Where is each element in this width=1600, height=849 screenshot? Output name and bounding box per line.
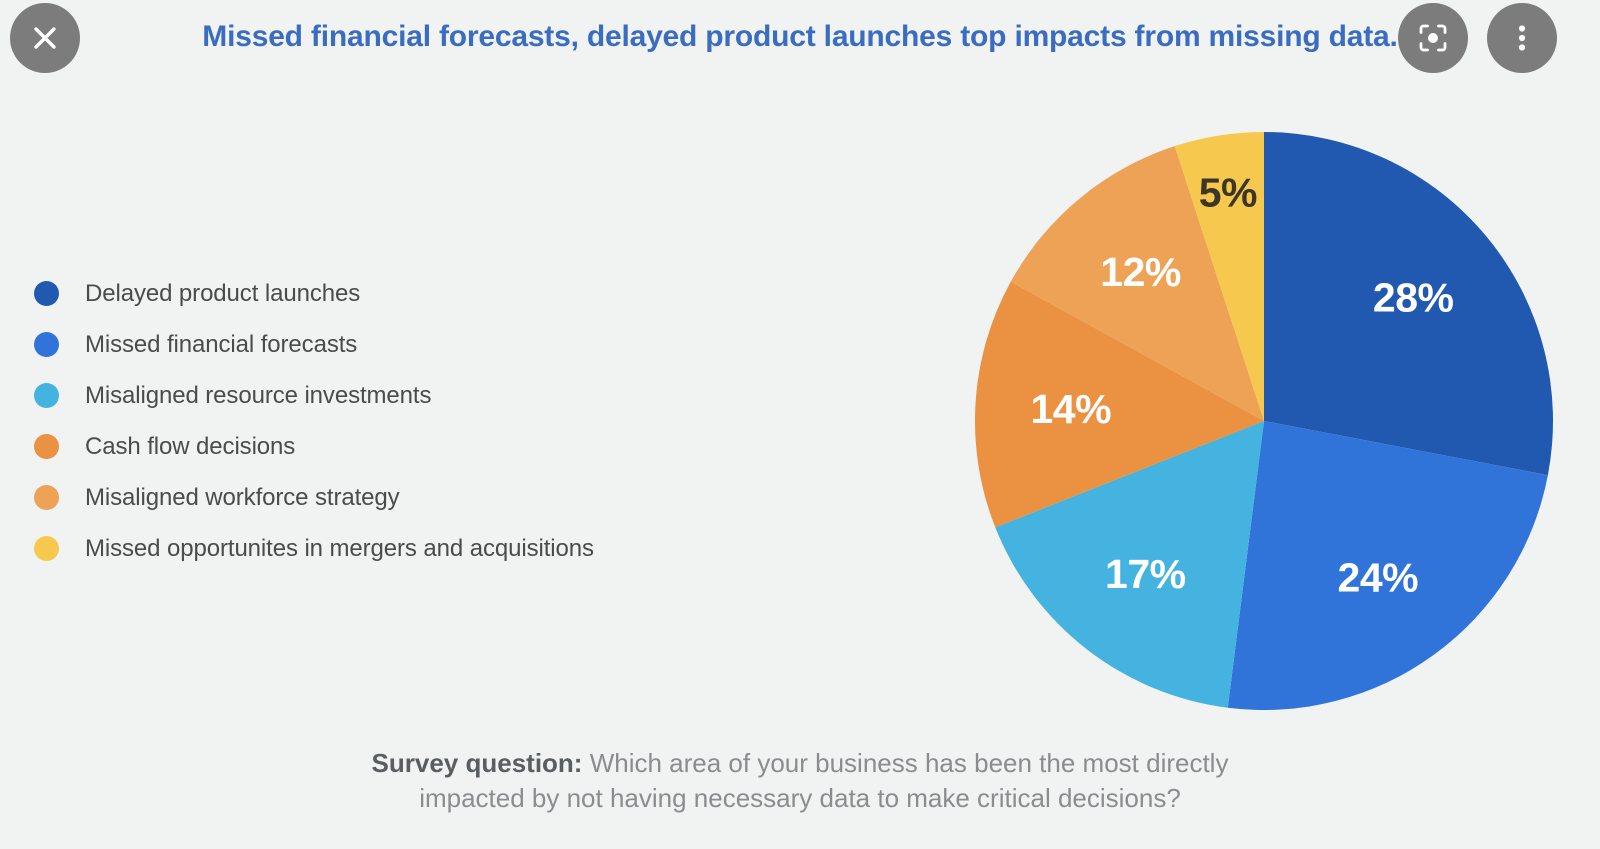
pie-slice-label: 5% bbox=[1199, 170, 1257, 216]
survey-question-prefix: Survey question: bbox=[371, 748, 583, 778]
legend-swatch-icon bbox=[34, 434, 59, 459]
top-toolbar: Missed financial forecasts, delayed prod… bbox=[0, 0, 1600, 82]
pie-slice[interactable] bbox=[1174, 132, 1264, 421]
pie-slice-label: 28% bbox=[1373, 275, 1454, 321]
survey-question-caption: Survey question: Which area of your busi… bbox=[0, 746, 1600, 816]
legend-item[interactable]: Misaligned workforce strategy bbox=[34, 472, 734, 523]
pie-slice-label: 14% bbox=[1030, 386, 1111, 432]
legend-item[interactable]: Missed financial forecasts bbox=[34, 319, 734, 370]
lens-icon bbox=[1414, 19, 1452, 57]
legend-swatch-icon bbox=[34, 332, 59, 357]
legend-swatch-icon bbox=[34, 536, 59, 561]
pie-slice[interactable] bbox=[1227, 421, 1548, 710]
pie-chart: 28% 24% 17% 14% 12% 5% bbox=[974, 131, 1554, 711]
survey-question-text-1: Which area of your business has been the… bbox=[582, 748, 1229, 778]
survey-question-line-2: impacted by not having necessary data to… bbox=[419, 783, 1181, 813]
lens-search-button[interactable] bbox=[1398, 3, 1468, 73]
pie-slice[interactable] bbox=[1010, 146, 1264, 422]
legend-swatch-icon bbox=[34, 485, 59, 510]
pie-slice[interactable] bbox=[975, 281, 1264, 528]
legend-item-label: Missed financial forecasts bbox=[85, 330, 358, 358]
legend-item-label: Misaligned resource investments bbox=[85, 381, 432, 409]
page-title: Missed financial forecasts, delayed prod… bbox=[202, 20, 1398, 53]
legend-item[interactable]: Delayed product launches bbox=[34, 268, 734, 319]
more-vert-icon bbox=[1505, 21, 1539, 55]
more-options-button[interactable] bbox=[1487, 3, 1557, 73]
legend-swatch-icon bbox=[34, 383, 59, 408]
legend-item-label: Cash flow decisions bbox=[85, 432, 296, 460]
pie-slice[interactable] bbox=[1264, 132, 1553, 476]
legend-item[interactable]: Cash flow decisions bbox=[34, 421, 734, 472]
pie-slice[interactable] bbox=[995, 421, 1264, 708]
legend-item-label: Missed opportunites in mergers and acqui… bbox=[85, 534, 594, 562]
pie-slice-label: 17% bbox=[1105, 551, 1186, 597]
close-icon bbox=[28, 21, 62, 55]
legend-item[interactable]: Misaligned resource investments bbox=[34, 370, 734, 421]
chart-legend: Delayed product launches Missed financia… bbox=[34, 268, 734, 574]
pie-chart-svg[interactable]: 28% 24% 17% 14% 12% 5% bbox=[974, 131, 1554, 711]
legend-item[interactable]: Missed opportunites in mergers and acqui… bbox=[34, 523, 734, 574]
legend-swatch-icon bbox=[34, 281, 59, 306]
pie-slice-label: 24% bbox=[1338, 555, 1419, 601]
legend-item-label: Delayed product launches bbox=[85, 279, 361, 307]
legend-item-label: Misaligned workforce strategy bbox=[85, 483, 400, 511]
survey-question-line-1: Survey question: Which area of your busi… bbox=[0, 746, 1600, 781]
close-button[interactable] bbox=[10, 3, 80, 73]
pie-slice-label: 12% bbox=[1100, 249, 1181, 295]
